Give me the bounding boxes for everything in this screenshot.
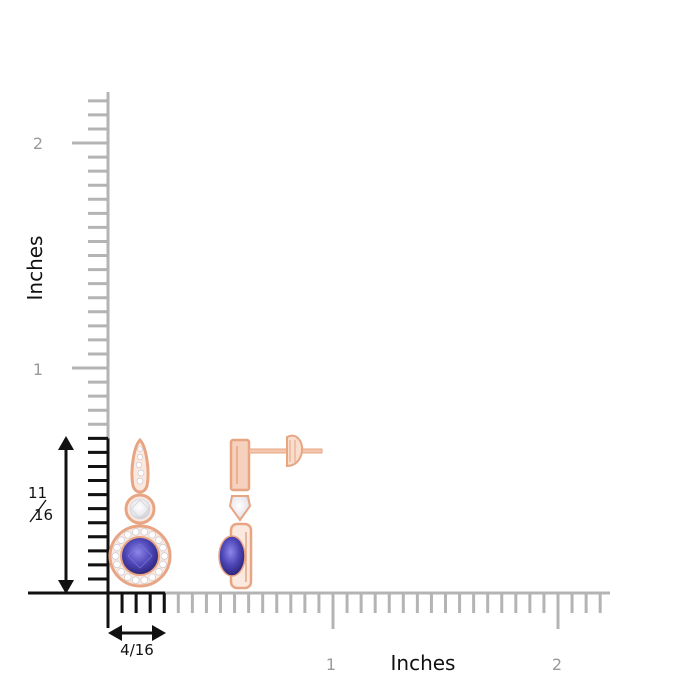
x-axis-title: Inches — [391, 651, 456, 675]
halo-diamond — [159, 543, 167, 552]
pave-stone — [137, 446, 143, 452]
earring-side-view — [218, 434, 323, 590]
halo-diamond — [155, 567, 163, 576]
height-label-denominator: 16 — [34, 506, 53, 524]
height-label-numerator: 11 — [28, 484, 47, 502]
pave-stone — [137, 454, 143, 460]
horizontal-ruler: 1 2 Inches — [108, 591, 610, 675]
side-middle-diamond — [228, 495, 252, 522]
halo-diamonds — [111, 528, 169, 584]
earring-front-view — [108, 437, 172, 588]
halo-diamond — [117, 567, 125, 576]
pave-stone — [135, 461, 143, 469]
halo-diamond — [123, 531, 132, 539]
halo-diamond — [131, 576, 140, 584]
tanzanite-center-stone — [120, 536, 160, 576]
halo-diamond — [148, 573, 157, 581]
halo-diamond — [123, 573, 132, 581]
halo-diamond — [148, 531, 157, 539]
y-tick-label-2: 2 — [33, 134, 43, 153]
height-fraction-slash — [29, 499, 47, 523]
horizontal-ruler-ticks — [120, 593, 602, 629]
side-tanzanite — [218, 535, 246, 577]
halo-diamond — [117, 536, 125, 545]
x-tick-label-2: 2 — [552, 655, 562, 674]
halo-diamond — [159, 560, 167, 569]
pave-stone — [137, 469, 145, 477]
middle-diamond-facets — [130, 499, 150, 519]
halo-diamond — [113, 560, 121, 569]
width-arrow-right-head — [152, 625, 166, 641]
width-ticks — [120, 593, 166, 613]
side-top-plate — [229, 438, 251, 492]
height-ticks — [88, 436, 110, 593]
halo-diamond — [131, 528, 140, 536]
height-arrow-up-head — [58, 436, 74, 450]
halo-diamond — [140, 576, 149, 584]
top-pave-stones — [135, 446, 145, 485]
halo-diamond — [155, 536, 163, 545]
halo-diamond — [113, 543, 121, 552]
y-axis-title: Inches — [23, 236, 47, 301]
halo-diamond — [140, 528, 149, 536]
dimension-markers: 11 16 4/16 — [28, 436, 166, 659]
middle-diamond — [129, 498, 151, 520]
halo-diamond — [111, 552, 120, 560]
pave-stone — [136, 477, 144, 485]
width-arrow-left-head — [108, 625, 122, 641]
x-tick-label-1: 1 — [326, 655, 336, 674]
earring-post — [248, 448, 323, 454]
width-label: 4/16 — [120, 641, 154, 659]
tanzanite-facets — [127, 543, 153, 569]
height-arrow-down-head — [58, 580, 74, 594]
y-tick-label-1: 1 — [33, 360, 43, 379]
halo-diamond — [160, 552, 169, 560]
